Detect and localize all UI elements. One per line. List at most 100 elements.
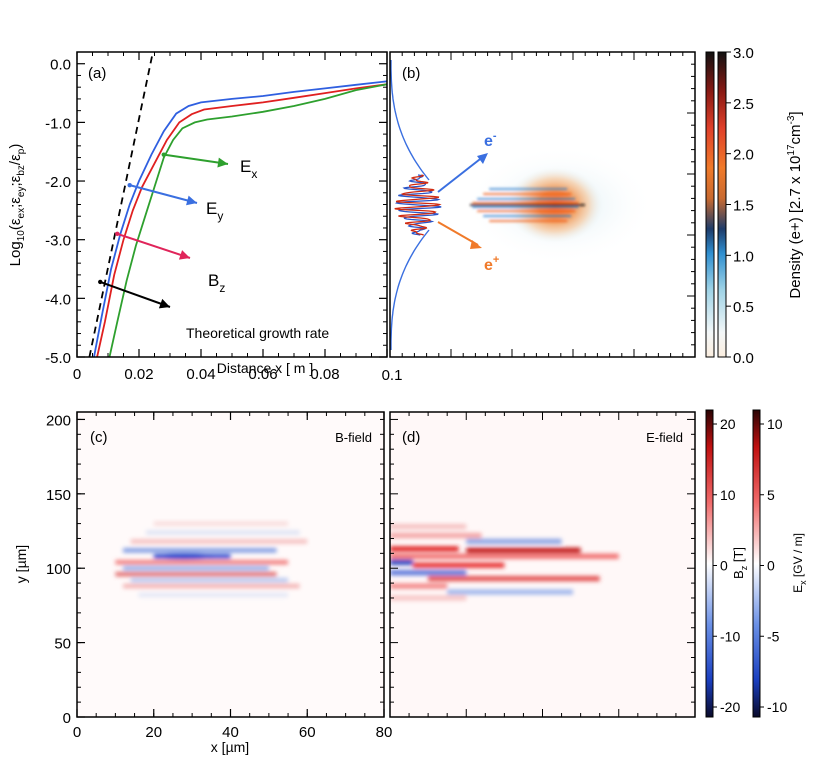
density-colorbar-label: Density (e+) [2.7 x 1017cm-3] <box>786 111 804 298</box>
positron-arrowhead <box>470 240 482 249</box>
colorbar-tick-label: 0.5 <box>733 299 754 316</box>
x-tick-label: 60 <box>299 724 316 741</box>
y-tick-label: 0 <box>63 710 71 727</box>
svg-text:Bz [T]: Bz [T] <box>731 547 749 579</box>
svg-text:Ex [GV / m]: Ex [GV / m] <box>791 533 808 593</box>
ex-colorbar: 10 5 0 -5 -10 Ex [GV / m] <box>752 409 808 718</box>
electron-oscillation-line <box>394 174 442 236</box>
panel-c-ylabel: y [µm] <box>13 545 29 583</box>
panel-b-label: (b) <box>402 65 420 82</box>
density-streak <box>489 187 568 191</box>
bfield-stripe <box>123 566 269 571</box>
annotation-label: Bz <box>208 271 225 295</box>
bz-colorbar-label: Bz [T] <box>731 547 749 579</box>
y-tick-label: 200 <box>46 412 71 429</box>
bfield-stripe <box>130 577 289 583</box>
colorbar-tick-label: 10 <box>767 416 783 432</box>
x-tick-label: 0 <box>73 724 81 741</box>
colorbar-tick-label: 0.0 <box>733 350 754 367</box>
colorbar-tick-label: 5 <box>767 487 775 503</box>
bfield-stripe <box>123 583 300 589</box>
electron-arrowhead <box>477 153 488 164</box>
ex-colorbar-bar <box>752 409 761 718</box>
annotation-arrow <box>129 184 198 204</box>
annotation-arrowhead <box>178 250 190 260</box>
y-tick-label: 100 <box>46 561 71 578</box>
positron-label: e+ <box>484 254 499 274</box>
efield-stripe <box>447 589 573 595</box>
annotation-arrowhead <box>186 195 197 206</box>
series-line-theoretical-growth-rate <box>88 52 154 357</box>
density-streak <box>483 214 572 218</box>
y-tick-label: -2.0 <box>45 174 71 191</box>
colorbar-tick-label: 1.5 <box>733 198 754 215</box>
x-tick-label: 0.04 <box>186 366 215 383</box>
ylabel-log: Log <box>7 241 24 266</box>
y-tick-label: 50 <box>54 636 71 653</box>
panel-c-label: (c) <box>90 429 108 446</box>
panel-d: (d) E-field <box>389 411 696 718</box>
series-line-ex <box>108 83 387 357</box>
density-streak <box>472 205 579 209</box>
annotation-arrow <box>116 232 191 259</box>
x-tick-label: 0.08 <box>310 366 339 383</box>
efield-stripe <box>390 553 619 559</box>
density-streak <box>477 197 576 201</box>
y-tick-label: 150 <box>46 487 71 504</box>
efield-stripe <box>466 547 581 553</box>
ylabel-eps: (ε <box>7 218 24 230</box>
electron-arrow <box>437 155 485 193</box>
density-streak <box>489 219 568 223</box>
panel-d-title: E-field <box>646 430 683 445</box>
x-tick-label: 20 <box>145 724 162 741</box>
y-tick-label: -4.0 <box>45 291 71 308</box>
electron-envelope-line <box>390 60 430 350</box>
electron-label: e- <box>484 130 497 150</box>
colorbar-tick-label: 0 <box>767 558 775 574</box>
x-tick-label: 0 <box>73 366 81 383</box>
bfield-stripe <box>146 530 300 535</box>
bfield-stripe <box>153 521 289 526</box>
bz-colorbar-bar <box>705 409 714 718</box>
panel-a-ylabel: Log10(εex;εey;εbz/εp) <box>7 144 27 267</box>
colorbar-tick-label: -5 <box>767 628 780 644</box>
annotation-label: Ey <box>206 199 223 223</box>
panel-a-frame <box>76 51 388 358</box>
colorbar-tick-label: -10 <box>767 699 787 715</box>
efield-stripe <box>390 546 459 552</box>
efield-stripe <box>390 583 448 589</box>
colorbar-tick-label: -20 <box>720 699 740 715</box>
bfield-stripe <box>138 592 289 598</box>
bfield-stripe <box>123 548 277 553</box>
annotation-arrow <box>99 280 171 308</box>
colorbar-tick-label: 3.0 <box>733 45 754 62</box>
positron-oscillation-line <box>394 174 442 236</box>
panel-a-xlabel: Distance x [ m ] <box>217 360 313 376</box>
annotation-arrow <box>163 153 229 165</box>
positron-arrow <box>437 221 479 246</box>
efield-stripe <box>390 523 467 530</box>
efield-stripe <box>390 532 482 539</box>
x-tick-label: 40 <box>222 724 239 741</box>
ylabel-sub: 10 <box>16 230 27 242</box>
density-streak <box>477 209 576 213</box>
bfield-stripe <box>115 571 277 577</box>
x-tick-label: 0.02 <box>124 366 153 383</box>
efield-stripe <box>390 559 413 565</box>
series-line-ey <box>93 80 387 357</box>
annotation-arrowhead <box>158 298 170 309</box>
x-tick-label: 0.06 <box>248 366 277 383</box>
colorbar-tick-label: 2.0 <box>733 147 754 164</box>
panel-b: (b) e- e+ 0.1 <box>382 51 696 384</box>
colorbar-tick-label: 1.0 <box>733 248 754 265</box>
colorbar-tick-label: 0 <box>720 558 728 574</box>
efield-stripe <box>428 576 600 582</box>
series-line-bz <box>96 83 387 357</box>
x-tick-label: 80 <box>376 724 393 741</box>
panel-c-title: B-field <box>335 430 372 445</box>
panel-c-xlabel: x [µm] <box>211 739 249 755</box>
annotation-label: Theoretical growth rate <box>186 325 329 341</box>
panel-d-label: (d) <box>402 429 420 446</box>
density-streak <box>472 201 579 205</box>
